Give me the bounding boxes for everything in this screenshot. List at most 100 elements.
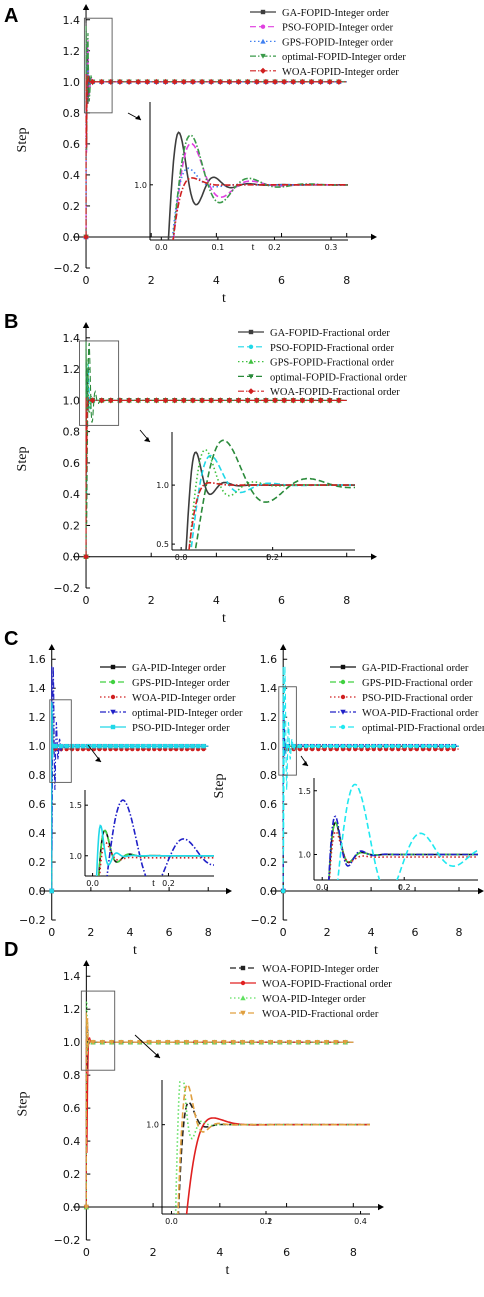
series-marker-4 <box>189 78 196 85</box>
inset-x-tick-label: 0.2 <box>162 879 175 888</box>
series-line-0 <box>282 709 459 892</box>
series-line-4 <box>85 74 347 237</box>
inset-series-group <box>167 131 348 240</box>
y-tick-label: 1.4 <box>63 332 81 345</box>
zoom-box <box>83 17 113 114</box>
chart-panel-c2: −0.2 0.0 0.2 0.4 0.6 0.8 1.0 1.2 1.4 1.6 0 2 4 6 8 t Ste… <box>212 644 484 958</box>
zoom-box <box>80 990 116 1071</box>
origin-marker-4 <box>49 888 54 894</box>
inset-series-line-3 <box>106 799 214 876</box>
series-marker-4 <box>208 78 215 85</box>
inset-series-line-0 <box>328 821 478 880</box>
inset-series-group <box>185 439 355 550</box>
panel-letter-c: C <box>4 628 18 650</box>
series-marker-4 <box>152 743 157 749</box>
legend-label-0: GA-PID-Integer order <box>132 663 226 674</box>
series-marker-3 <box>146 1039 152 1045</box>
series-marker-4 <box>383 743 389 749</box>
series-marker-4 <box>308 397 315 404</box>
series-marker-3 <box>277 1039 283 1045</box>
series-marker-4 <box>317 397 324 404</box>
series-marker-3 <box>249 1039 255 1045</box>
origin-marker-4 <box>83 553 90 560</box>
legend-label-1: WOA-FOPID-Fractional order <box>262 979 392 990</box>
inset-series-group <box>174 1080 370 1214</box>
origin-marker-3 <box>83 1204 90 1210</box>
legend-label-1: GPS-PID-Fractional order <box>362 678 473 689</box>
inset-x-tick-label: 0.1 <box>212 243 225 252</box>
inset-x-tick-label: 0.0 <box>165 1217 178 1226</box>
inset-x-title: t <box>266 552 269 563</box>
y-tick-label: 0.0 <box>63 551 81 564</box>
legend-label-1: PSO-FOPID-Integer order <box>282 23 394 34</box>
y-tick-label: 0.2 <box>63 200 81 213</box>
x-axis-arrow <box>371 553 377 560</box>
series-marker-4 <box>144 78 151 85</box>
series-line-3 <box>85 1012 354 1208</box>
legend-label-3: WOA-PID-Fractional order <box>262 1009 379 1020</box>
inset-x-title: t <box>269 1216 272 1227</box>
series-marker-4 <box>157 743 162 749</box>
legend-marker-1 <box>260 24 266 29</box>
series-marker-3 <box>239 1039 246 1045</box>
series-line-0 <box>85 1025 354 1208</box>
series-marker-4 <box>97 743 102 749</box>
x-axis-title: t <box>226 1263 230 1278</box>
series-marker-4 <box>168 743 173 749</box>
y-tick-label: 1.2 <box>28 711 46 724</box>
inset-y-tick-label: 1.0 <box>298 851 311 860</box>
inset-x-tick-label: 0.0 <box>175 553 188 562</box>
y-tick-label: −0.2 <box>54 1234 81 1247</box>
y-axis-arrow <box>279 644 287 650</box>
series-marker-3 <box>165 1039 171 1045</box>
y-tick-label: −0.2 <box>19 914 46 927</box>
series-marker-4 <box>414 743 420 749</box>
y-tick-label: −0.2 <box>53 582 80 595</box>
y-tick-label: 0.6 <box>260 798 278 811</box>
series-marker-4 <box>253 78 260 85</box>
series-marker-4 <box>439 743 444 749</box>
legend-label-4: optimal-PID-Fractional order <box>362 723 484 734</box>
series-line-2 <box>282 717 459 892</box>
zoom-arrow-line <box>134 1034 161 1059</box>
legend-label-2: PSO-PID-Fractional order <box>362 693 473 704</box>
y-tick-label: 1.6 <box>28 653 46 666</box>
inset-x-tick-label: 0.0 <box>155 243 168 252</box>
zoom-arrow-head <box>95 757 101 762</box>
inset-x-tick-label: 0.0 <box>316 883 329 892</box>
inset-x-tick-label: 0.3 <box>325 243 338 252</box>
legend-label-3: optimal-PID-Integer order <box>132 708 243 719</box>
legend-label-1: PSO-FOPID-Fractional order <box>270 343 394 354</box>
legend-label-3: WOA-PID-Fractional order <box>362 708 479 719</box>
x-tick-label: 0 <box>48 926 55 939</box>
series-marker-4 <box>335 78 342 85</box>
series-line-2 <box>85 1000 354 1208</box>
inset-series-line-1 <box>190 454 355 550</box>
series-marker-4 <box>226 78 233 85</box>
y-tick-label: 0.8 <box>260 769 278 782</box>
inset-y-tick-label: 1.5 <box>69 801 82 810</box>
y-axis-arrow <box>82 4 90 10</box>
panel-letter-b: B <box>4 311 18 333</box>
y-tick-label: 0.4 <box>28 827 46 840</box>
series-marker-3 <box>118 1039 124 1045</box>
y-tick-label: 1.2 <box>63 1003 81 1016</box>
y-tick-label: 0.6 <box>28 798 46 811</box>
series-marker-4 <box>326 78 333 85</box>
series-marker-4 <box>335 397 342 404</box>
series-marker-4 <box>89 78 96 85</box>
series-marker-3 <box>174 1039 180 1045</box>
y-tick-label: 1.0 <box>28 740 46 753</box>
inset-series-line-2 <box>98 841 214 876</box>
series-marker-4 <box>322 743 327 749</box>
x-tick-label: 4 <box>368 926 375 939</box>
series-marker-4 <box>195 743 201 749</box>
series-marker-4 <box>208 397 215 404</box>
inset-x-tick-label: 0.0 <box>86 879 99 888</box>
y-tick-label: 0.0 <box>63 231 81 244</box>
y-axis-title: Step <box>15 447 30 472</box>
series-marker-4 <box>146 743 151 749</box>
y-tick-label: 1.2 <box>260 711 278 724</box>
y-tick-label: 0.2 <box>28 856 46 869</box>
